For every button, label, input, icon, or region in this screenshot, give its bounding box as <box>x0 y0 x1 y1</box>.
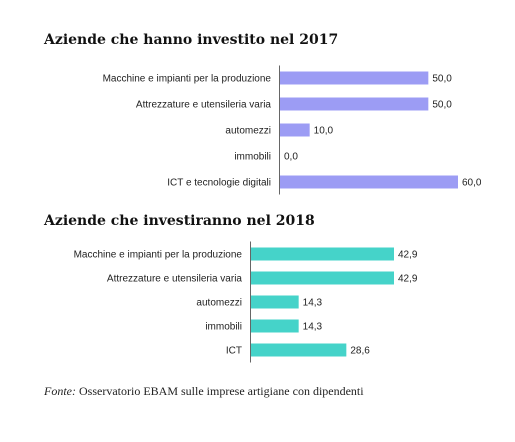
chart-2-value-label: 42,9 <box>398 250 418 261</box>
chart-1-bar <box>280 97 429 111</box>
chart-2-category-label: ICT <box>226 346 242 357</box>
chart-1-value-label: 50,0 <box>432 100 452 111</box>
chart-1-bar <box>280 123 310 137</box>
chart-2-value-label: 14,3 <box>303 298 323 309</box>
chart-2-value-label: 42,9 <box>398 274 418 285</box>
chart-1-bar <box>280 175 458 189</box>
chart-2-category-label: immobili <box>205 322 242 333</box>
chart-2-category-label: Macchine e impianti per la produzione <box>74 250 243 261</box>
chart-1-category-label: immobili <box>234 152 271 163</box>
chart-1-category-label: ICT e tecnologie digitali <box>167 178 271 189</box>
chart-2-bar <box>251 295 299 309</box>
chart-1-value-label: 10,0 <box>314 126 334 137</box>
chart-1-bar <box>280 71 429 85</box>
chart-2-title: Aziende che investiranno nel 2018 <box>44 213 315 229</box>
chart-1: Macchine e impianti per la produzione 50,… <box>103 65 482 195</box>
chart-2-bar <box>251 271 394 285</box>
chart-1-title: Aziende che hanno investito nel 2017 <box>44 32 339 48</box>
chart-2-bar <box>251 343 347 357</box>
chart-2-value-label: 28,6 <box>350 346 370 357</box>
chart-1-category-label: Macchine e impianti per la produzione <box>103 74 272 85</box>
chart-1-value-label: 60,0 <box>462 178 482 189</box>
chart-1-value-label: 50,0 <box>432 74 452 85</box>
chart-1-category-label: automezzi <box>225 126 271 137</box>
source-prefix: Fonte: <box>44 384 76 398</box>
chart-2: Macchine e impianti per la produzione 42,… <box>74 241 418 363</box>
chart-2-bar <box>251 319 299 333</box>
chart-1-value-label: 0,0 <box>284 152 298 163</box>
source-note: Fonte: Osservatorio EBAM sulle imprese a… <box>44 384 364 399</box>
chart-2-category-label: Attrezzature e utensileria varia <box>107 274 243 285</box>
chart-1-category-label: Attrezzature e utensileria varia <box>136 100 272 111</box>
chart-2-bar <box>251 247 394 261</box>
source-text: Osservatorio EBAM sulle imprese artigian… <box>76 384 364 398</box>
chart-2-value-label: 14,3 <box>303 322 323 333</box>
chart-2-category-label: automezzi <box>196 298 242 309</box>
